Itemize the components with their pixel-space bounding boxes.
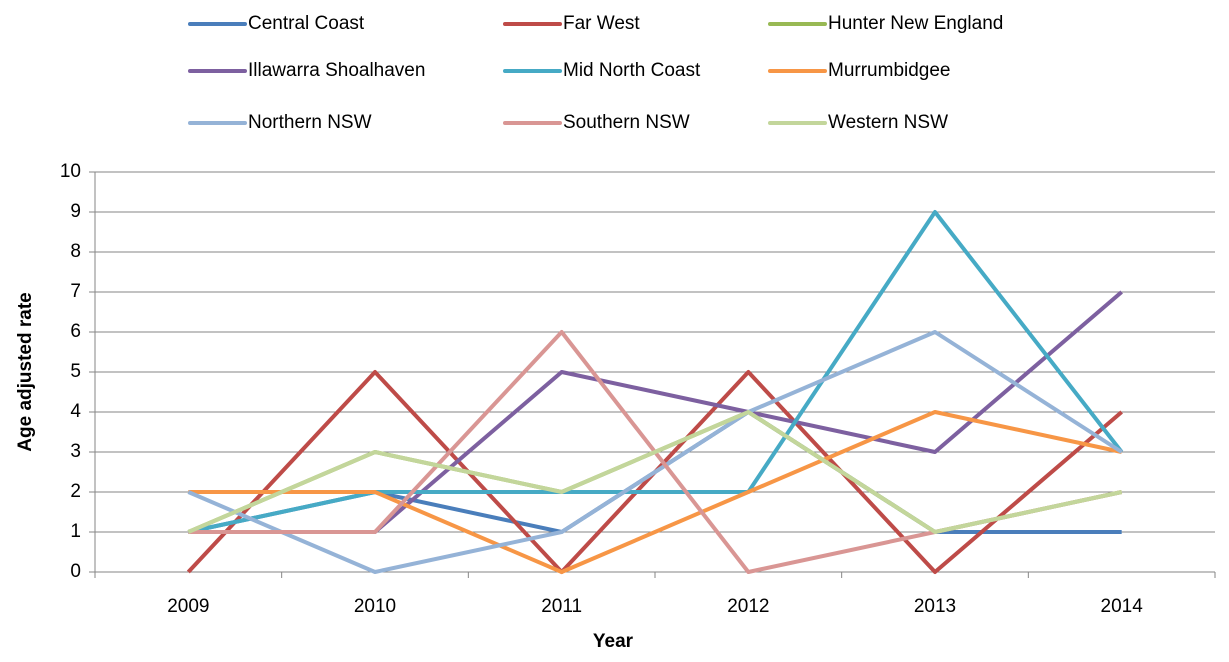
y-tick-label: 8 [70, 241, 81, 262]
y-tick-label: 9 [70, 201, 81, 222]
legend-label: Southern NSW [563, 112, 690, 133]
x-axis-title: Year [593, 631, 634, 652]
legend-label: Murrumbidgee [828, 60, 951, 81]
legend-label: Illawarra Shoalhaven [248, 60, 425, 81]
series-line [187, 410, 1123, 534]
y-tick-label: 4 [70, 401, 81, 422]
x-tick-label: 2013 [914, 596, 956, 617]
series-line [187, 210, 1124, 534]
legend-label: Western NSW [828, 112, 948, 133]
legend-label: Northern NSW [248, 112, 372, 133]
x-tick-label: 2014 [1101, 596, 1144, 617]
x-tick-label: 2009 [167, 596, 209, 617]
legend-label: Mid North Coast [563, 60, 701, 81]
y-tick-label: 5 [70, 361, 81, 382]
legend-label: Hunter New England [828, 13, 1003, 34]
legend-label: Central Coast [248, 13, 365, 34]
y-tick-label: 2 [70, 481, 81, 502]
x-tick-label: 2012 [727, 596, 769, 617]
y-tick-label: 7 [70, 281, 81, 302]
y-tick-label: 6 [70, 321, 81, 342]
series-line [187, 330, 1123, 574]
x-tick-label: 2010 [354, 596, 396, 617]
y-tick-label: 1 [70, 521, 81, 542]
y-tick-label: 0 [70, 561, 81, 582]
y-axis-title: Age adjusted rate [15, 292, 36, 451]
y-tick-label: 10 [60, 161, 81, 182]
legend-label: Far West [563, 13, 640, 34]
x-tick-label: 2011 [541, 596, 582, 617]
y-tick-label: 3 [70, 441, 81, 462]
series-line [188, 410, 1123, 574]
